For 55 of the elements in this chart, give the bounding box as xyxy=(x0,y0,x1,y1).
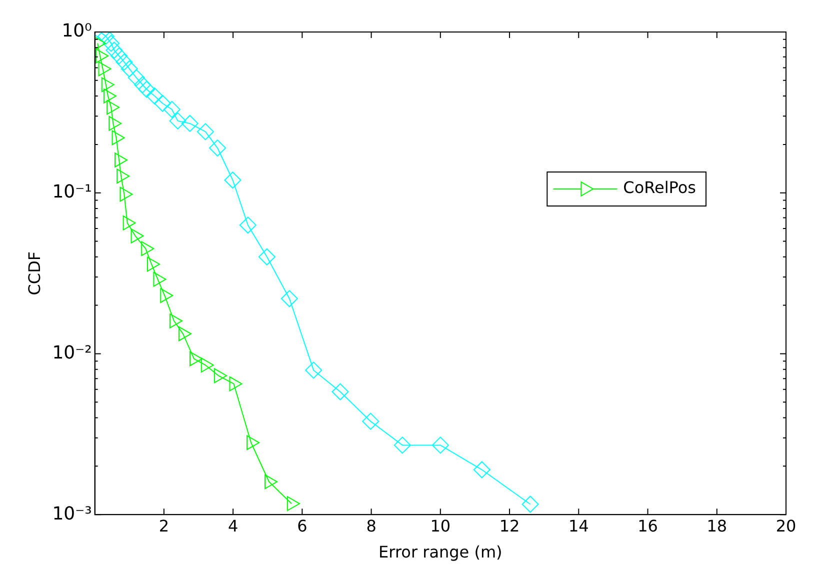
point xyxy=(98,61,112,76)
point xyxy=(239,216,256,234)
point xyxy=(178,326,192,342)
point xyxy=(114,152,128,168)
legend-label: CoRelPos xyxy=(623,178,696,198)
point xyxy=(214,368,228,384)
point xyxy=(258,248,276,266)
point xyxy=(160,288,174,303)
x-tick-label: 2 xyxy=(158,516,170,536)
point xyxy=(280,290,298,308)
y-tick-label: 10⁻¹ xyxy=(52,182,92,203)
point xyxy=(305,362,322,379)
point xyxy=(200,358,214,373)
point xyxy=(190,351,203,366)
point xyxy=(246,435,260,450)
point xyxy=(286,496,300,512)
y-tick-label: 10⁻³ xyxy=(52,503,92,524)
point xyxy=(116,168,130,184)
point xyxy=(101,77,114,92)
y-tick-label: 10⁰ xyxy=(62,20,92,42)
point xyxy=(103,88,116,104)
point xyxy=(264,474,278,490)
x-tick-label: 14 xyxy=(568,516,589,536)
point xyxy=(394,436,411,454)
x-tick-label: 6 xyxy=(297,516,308,536)
x-tick-label: 12 xyxy=(499,516,520,536)
point xyxy=(332,383,349,400)
point xyxy=(432,436,449,454)
point xyxy=(112,130,125,146)
y-tick-label: 10⁻² xyxy=(52,342,92,364)
point xyxy=(153,272,166,287)
point xyxy=(94,36,106,51)
point xyxy=(362,412,380,430)
point xyxy=(141,241,154,256)
y-axis-title: CCDF xyxy=(24,251,44,296)
point xyxy=(130,228,144,244)
point xyxy=(522,496,539,513)
point xyxy=(169,313,182,328)
point xyxy=(122,216,136,230)
point xyxy=(224,172,242,189)
point xyxy=(147,256,160,272)
x-axis-title: Error range (m) xyxy=(378,542,502,562)
point xyxy=(209,140,226,157)
x-tick-label: 10 xyxy=(430,516,451,536)
point xyxy=(473,461,490,478)
point xyxy=(106,100,120,115)
point xyxy=(229,376,242,392)
x-tick-label: 4 xyxy=(228,516,238,536)
point xyxy=(108,116,122,131)
x-tick-label: 20 xyxy=(776,516,796,536)
x-tick-label: 18 xyxy=(706,516,728,536)
point xyxy=(96,48,109,64)
x-tick-label: 16 xyxy=(638,516,658,536)
point xyxy=(120,186,133,202)
x-tick-label: 8 xyxy=(366,516,376,536)
